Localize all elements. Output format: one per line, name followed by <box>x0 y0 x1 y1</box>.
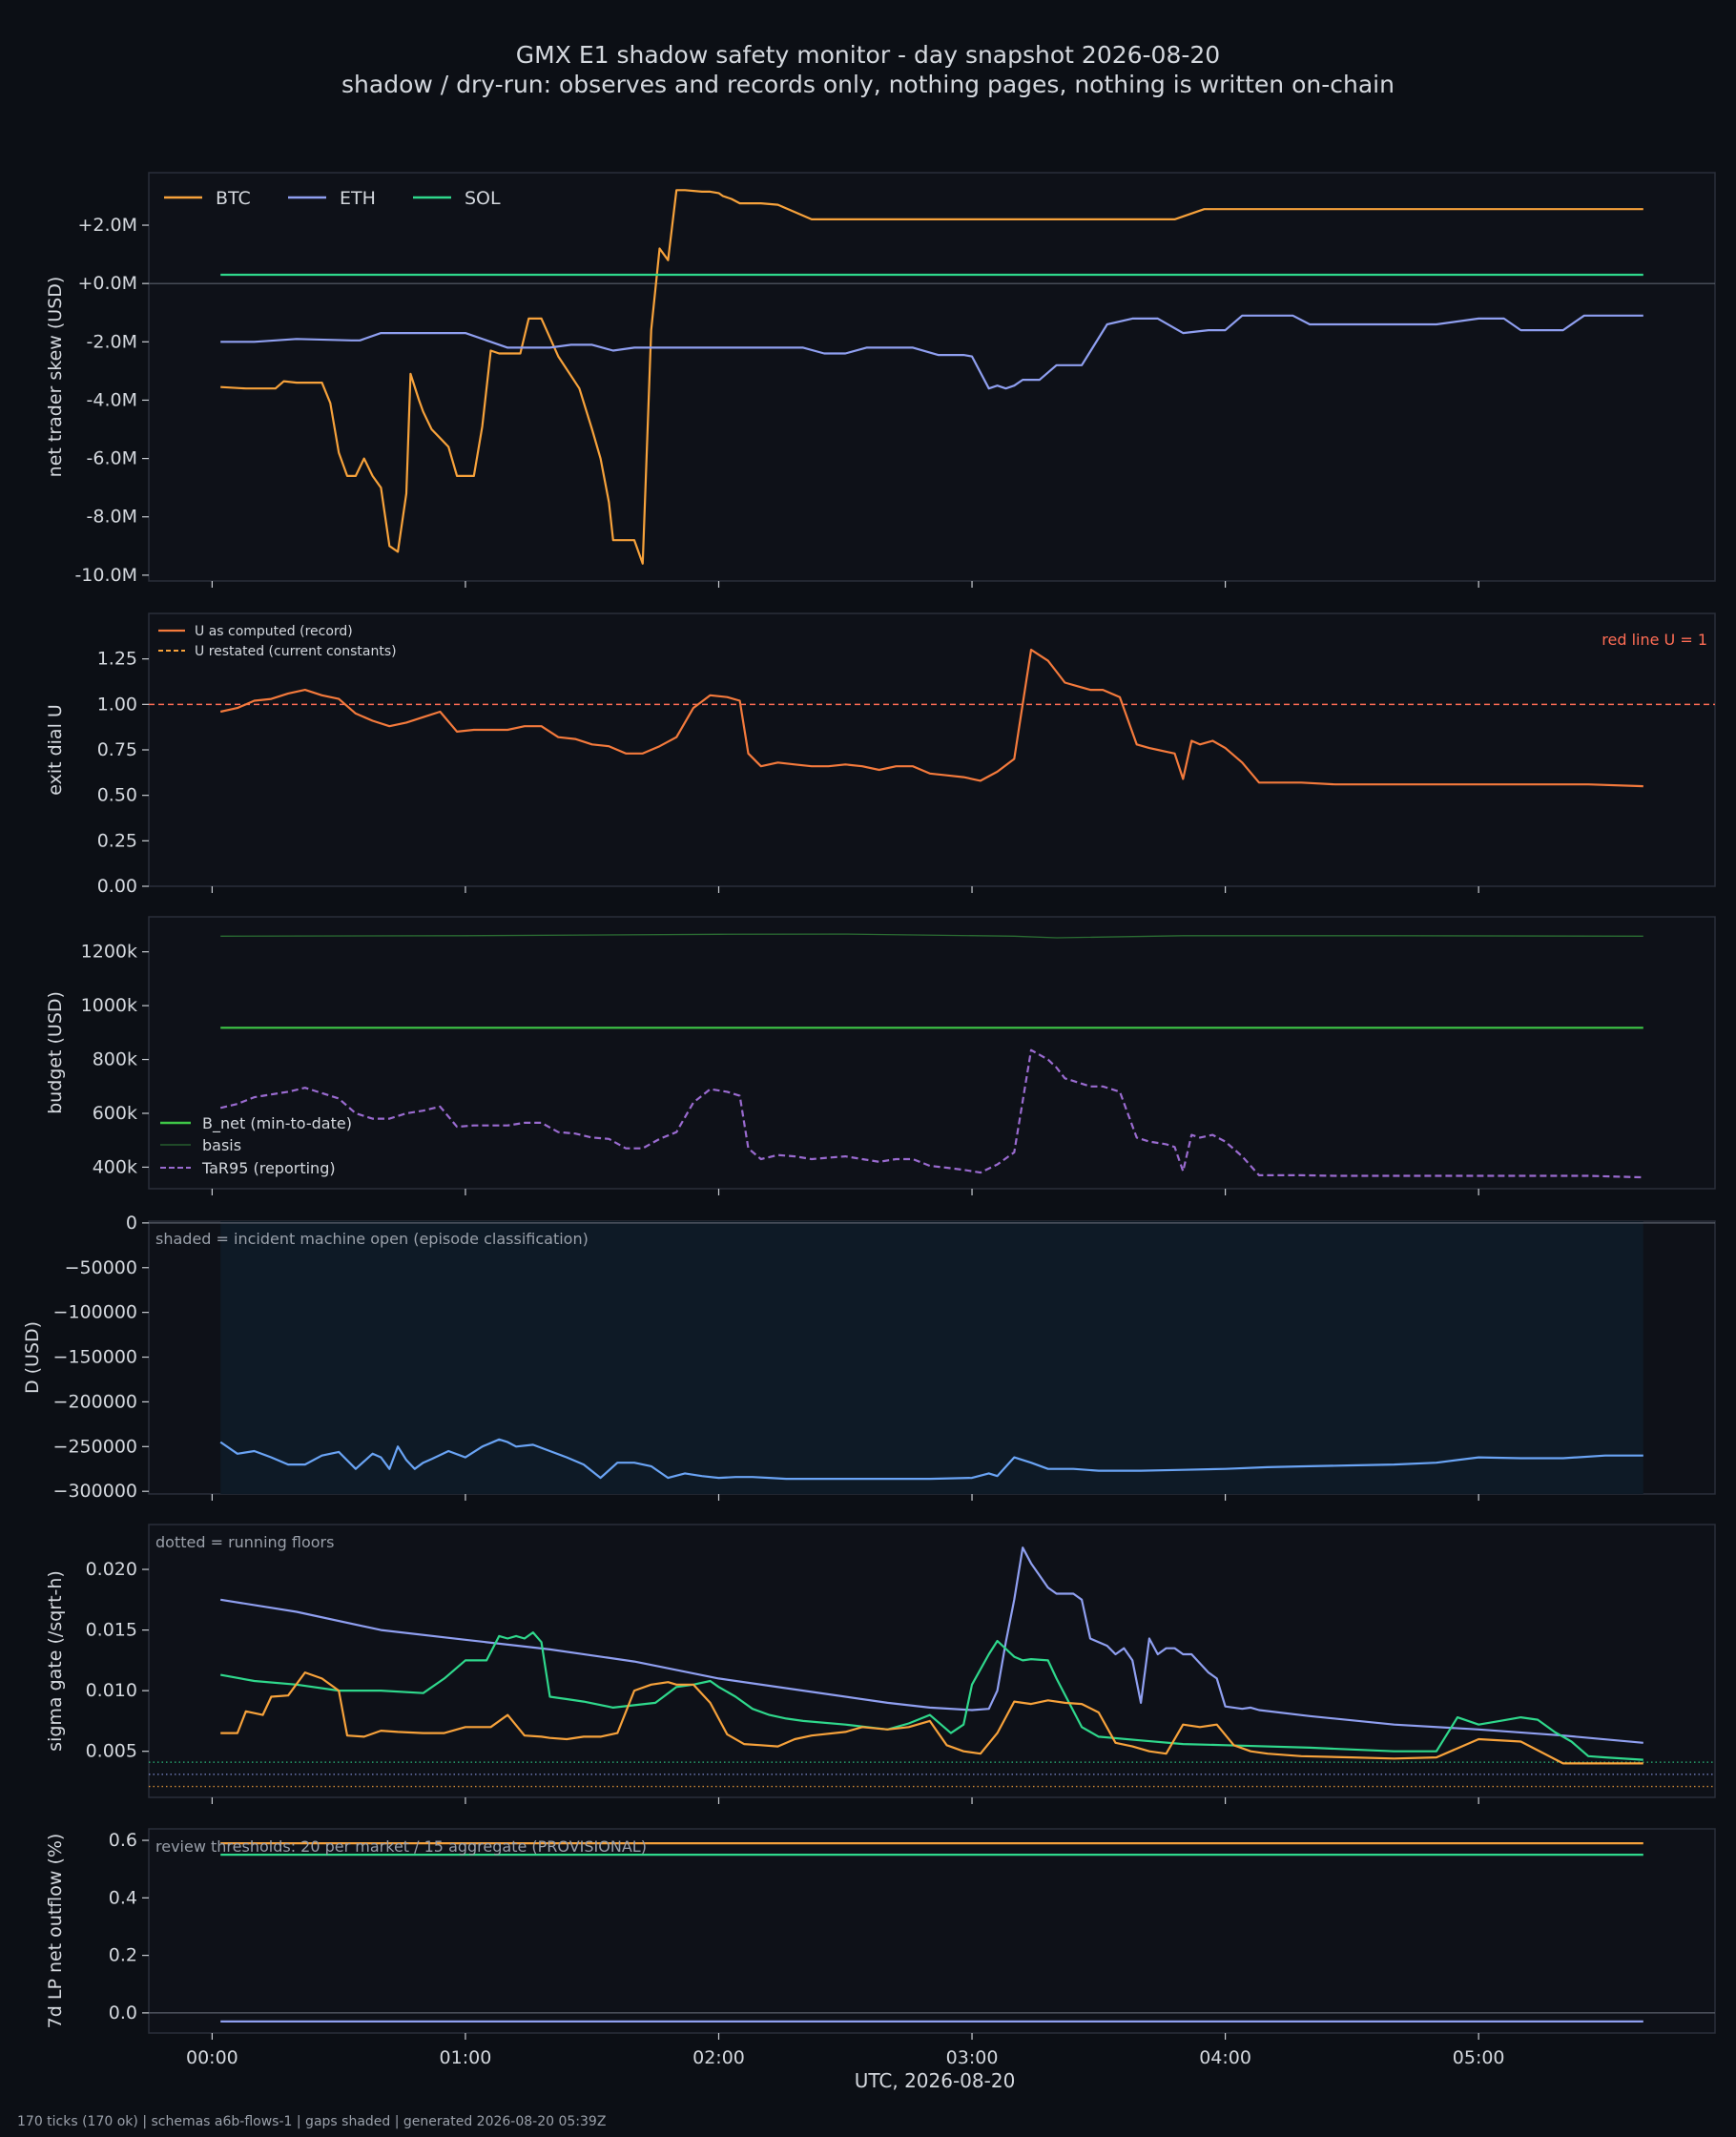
panel-frame <box>148 916 1716 1190</box>
y-tick-label: 0.005 <box>86 1741 137 1762</box>
y-tick-label: 0.2 <box>109 1945 137 1966</box>
y-tick-label: 600k <box>93 1103 137 1124</box>
panel-drawdown: 0 −50000 −100000 −150000 −200000 −250000 −3000… <box>22 1213 1716 1502</box>
chart-title: GMX E1 shadow safety monitor - day snaps… <box>516 41 1220 69</box>
panel-budget: 1200k 1000k 800k 600k 400k budget (USD) B_net … <box>45 916 1716 1195</box>
panels-group: +2.0M +0.0M -2.0M -4.0M -6.0M -8.0M -10.0M net … <box>22 172 1716 2068</box>
x-axis-label: UTC, 2026-08-20 <box>855 2069 1016 2092</box>
chart-subtitle: shadow / dry-run: observes and records o… <box>341 71 1395 98</box>
panel-skew: +2.0M +0.0M -2.0M -4.0M -6.0M -8.0M -10.0M net … <box>45 172 1716 588</box>
series-btc <box>220 1670 1643 1765</box>
x-tick-label: 04:00 <box>1199 2047 1251 2068</box>
x-tick-label: 05:00 <box>1453 2047 1505 2068</box>
panel-exit_dial: 1.25 1.00 0.75 0.50 0.25 0.00 exit dial U red l… <box>45 612 1716 897</box>
y-tick-label: 1.25 <box>97 649 137 670</box>
y-tick-label: −300000 <box>53 1481 137 1502</box>
series-btc <box>220 189 1643 565</box>
legend-label: ETH <box>340 188 376 209</box>
legend-label: U restated (current constants) <box>195 644 397 659</box>
y-tick-label: +2.0M <box>77 215 137 236</box>
incident-shade <box>220 1221 1643 1494</box>
y-tick-label: −150000 <box>53 1347 137 1368</box>
y-tick-label: 400k <box>93 1156 137 1177</box>
y-tick-label: 0.015 <box>86 1620 137 1641</box>
y-tick-label: −50000 <box>65 1257 137 1278</box>
y-axis-label: 7d LP net outflow (%) <box>45 1834 66 2029</box>
y-axis-label: net trader skew (USD) <box>45 277 66 478</box>
series-eth <box>220 1546 1643 1744</box>
legend-label: BTC <box>216 188 251 209</box>
panel-frame <box>148 612 1716 887</box>
y-axis-label: budget (USD) <box>45 991 66 1114</box>
y-tick-label: 0.00 <box>97 876 137 897</box>
panel-annotation: red line U = 1 <box>1602 631 1707 649</box>
y-axis-label: D (USD) <box>22 1321 43 1394</box>
panel-frame <box>148 1828 1716 2034</box>
y-tick-label: −200000 <box>53 1391 137 1412</box>
y-tick-label: −100000 <box>53 1302 137 1323</box>
legend-label: U as computed (record) <box>195 624 353 639</box>
y-tick-label: 800k <box>93 1049 137 1070</box>
y-tick-label: 0.6 <box>109 1830 137 1851</box>
panel-frame <box>148 172 1716 582</box>
x-tick-label: 00:00 <box>186 2047 238 2068</box>
x-tick-label: 03:00 <box>946 2047 999 2068</box>
y-tick-label: -6.0M <box>87 448 137 469</box>
series-basis <box>220 933 1643 939</box>
y-tick-label: 0.020 <box>86 1559 137 1580</box>
y-tick-label: -10.0M <box>74 565 137 586</box>
legend-label: TaR95 (reporting) <box>201 1159 336 1177</box>
series-u-as-computed-record <box>219 648 1643 788</box>
legend-label: B_net (min-to-date) <box>202 1114 352 1133</box>
y-tick-label: 0.50 <box>97 785 137 806</box>
footer-status: 170 ticks (170 ok) | schemas a6b-flows-1… <box>17 2114 606 2129</box>
legend-label: basis <box>202 1136 241 1154</box>
y-axis-label: sigma gate (/sqrt-h) <box>45 1570 66 1752</box>
y-tick-label: 0.25 <box>97 830 137 851</box>
x-tick-label: 02:00 <box>692 2047 745 2068</box>
y-tick-label: 1200k <box>81 942 137 963</box>
y-tick-label: 0.4 <box>109 1887 137 1908</box>
y-tick-label: 1.00 <box>97 694 137 715</box>
y-tick-label: 0.0 <box>109 2002 137 2023</box>
y-tick-label: 0.75 <box>97 739 137 760</box>
y-tick-label: 0 <box>126 1213 137 1234</box>
y-axis-label: exit dial U <box>45 704 66 796</box>
panel-lp_outflow: 0.6 0.4 0.2 0.0 00:00 01:00 02:00 03:00 04:00 05:… <box>45 1828 1716 2068</box>
panel-annotation: dotted = running floors <box>155 1533 334 1551</box>
y-tick-label: -8.0M <box>87 507 137 528</box>
panel-annotation: shaded = incident machine open (episode … <box>155 1230 589 1248</box>
y-tick-label: −250000 <box>53 1436 137 1457</box>
panel-annotation: review thresholds: 20 per market / 15 ag… <box>155 1837 647 1856</box>
panel-frame <box>148 1524 1716 1798</box>
x-tick-label: 01:00 <box>440 2047 492 2068</box>
series-d <box>219 1438 1643 1481</box>
series-tar95-reporting <box>219 1048 1643 1179</box>
legend-label: SOL <box>465 188 501 209</box>
y-tick-label: -4.0M <box>87 389 137 410</box>
y-tick-label: -2.0M <box>87 331 137 352</box>
y-tick-label: +0.0M <box>77 273 137 294</box>
y-tick-label: 1000k <box>81 995 137 1016</box>
y-tick-label: 0.010 <box>86 1680 137 1701</box>
panel-sigma: 0.020 0.015 0.010 0.005 sigma gate (/sqrt-h)… <box>45 1524 1716 1804</box>
series-eth <box>220 314 1643 390</box>
